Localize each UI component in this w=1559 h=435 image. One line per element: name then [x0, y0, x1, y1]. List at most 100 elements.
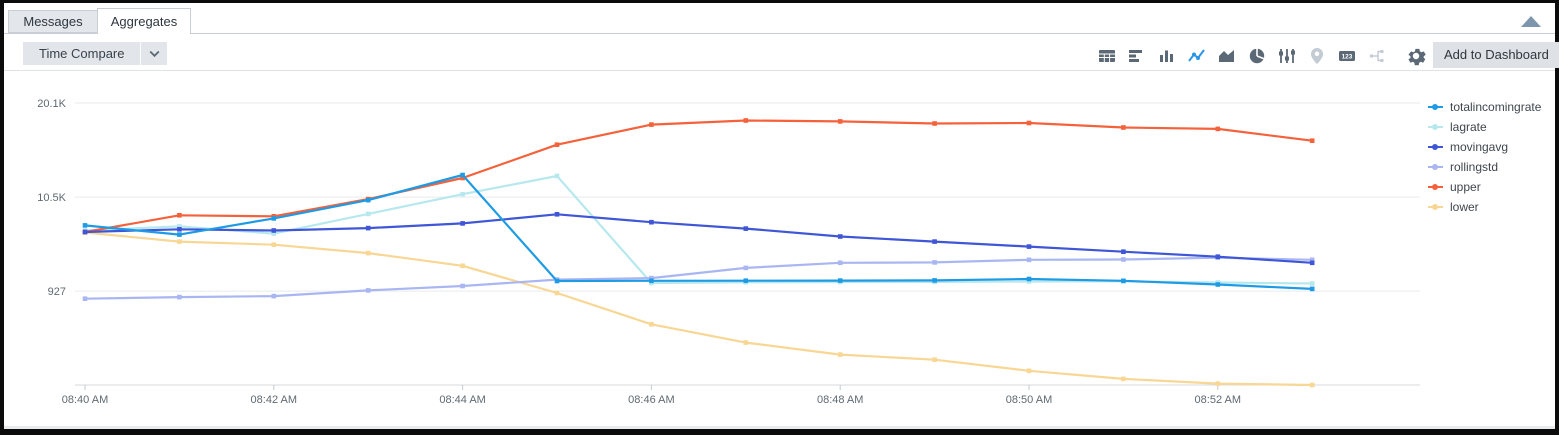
- series-totalincomingrate-point[interactable]: [460, 172, 465, 178]
- series-lower-point[interactable]: [837, 352, 843, 357]
- series-movingavg-point[interactable]: [649, 219, 654, 225]
- legend-item-totalincomingrate[interactable]: totalincomingrate: [1428, 97, 1541, 117]
- series-lagrate-point[interactable]: [460, 191, 465, 197]
- series-lower-point[interactable]: [460, 263, 465, 269]
- series-upper-point[interactable]: [649, 122, 654, 127]
- series-totalincomingrate-point[interactable]: [932, 278, 937, 283]
- series-movingavg-point[interactable]: [365, 225, 371, 231]
- series-lower-point[interactable]: [1026, 368, 1032, 374]
- series-totalincomingrate-point[interactable]: [649, 278, 654, 284]
- series-movingavg-point[interactable]: [82, 229, 88, 235]
- series-lower-line[interactable]: [84, 231, 1313, 387]
- number-123-icon-button[interactable]: 123: [1332, 44, 1362, 68]
- series-upper-point[interactable]: [1215, 126, 1221, 132]
- series-upper-point[interactable]: [1121, 125, 1126, 130]
- series-rollingstd-point[interactable]: [837, 260, 843, 266]
- line-chart[interactable]: 20.1K 10.5K 927 08:40 AM 08:42 AM 08:44 AM 08:…: [4, 71, 1555, 426]
- cluster-icon-button[interactable]: [1362, 44, 1392, 68]
- series-rollingstd-point[interactable]: [460, 283, 465, 289]
- series-movingavg-point[interactable]: [554, 212, 560, 217]
- gear-icon-button[interactable]: [1401, 44, 1431, 68]
- series-rollingstd-point[interactable]: [1026, 257, 1032, 263]
- series-lagrate-point[interactable]: [177, 224, 182, 229]
- series-movingavg-point[interactable]: [1026, 244, 1032, 249]
- series-rollingstd-point[interactable]: [1309, 257, 1315, 263]
- series-totalincomingrate-point[interactable]: [1026, 276, 1032, 282]
- series-lower-point[interactable]: [271, 242, 277, 247]
- series-upper-point[interactable]: [1026, 120, 1032, 126]
- series-rollingstd-point[interactable]: [743, 265, 749, 271]
- series-upper-point[interactable]: [460, 175, 465, 181]
- tab-aggregates[interactable]: Aggregates: [97, 8, 191, 34]
- column-chart-icon-button[interactable]: [1152, 44, 1182, 68]
- series-movingavg-point[interactable]: [932, 239, 937, 244]
- series-movingavg-point[interactable]: [1121, 249, 1126, 254]
- series-upper-point[interactable]: [932, 121, 937, 126]
- series-lower-point[interactable]: [1121, 376, 1126, 382]
- line-chart-icon-button[interactable]: [1182, 44, 1212, 68]
- map-pin-icon-button[interactable]: [1302, 44, 1332, 68]
- series-lower-point[interactable]: [554, 290, 560, 296]
- series-upper-line[interactable]: [84, 119, 1313, 234]
- series-lower-point[interactable]: [649, 322, 654, 327]
- legend-item-lower[interactable]: lower: [1428, 197, 1541, 217]
- series-movingavg-point[interactable]: [271, 228, 277, 233]
- series-lagrate-point[interactable]: [1309, 281, 1315, 286]
- legend-item-lagrate[interactable]: lagrate: [1428, 117, 1541, 137]
- series-rollingstd-point[interactable]: [365, 288, 371, 293]
- series-lower-point[interactable]: [1215, 381, 1221, 386]
- series-rollingstd-point[interactable]: [932, 260, 937, 265]
- series-totalincomingrate-point[interactable]: [554, 278, 560, 284]
- series-movingavg-point[interactable]: [460, 221, 465, 226]
- series-totalincomingrate-point[interactable]: [82, 223, 88, 228]
- add-to-dashboard-button[interactable]: Add to Dashboard: [1433, 42, 1559, 68]
- series-totalincomingrate-point[interactable]: [1215, 282, 1221, 287]
- series-lower-point[interactable]: [365, 250, 371, 256]
- series-totalincomingrate-point[interactable]: [1309, 286, 1315, 292]
- series-movingavg-point[interactable]: [1215, 254, 1221, 259]
- legend-item-upper[interactable]: upper: [1428, 177, 1541, 197]
- series-upper-point[interactable]: [743, 118, 749, 123]
- series-upper-point[interactable]: [177, 213, 182, 218]
- series-movingavg-point[interactable]: [743, 226, 749, 231]
- legend-item-rollingstd[interactable]: rollingstd: [1428, 157, 1541, 177]
- series-movingavg-line[interactable]: [84, 213, 1313, 264]
- series-movingavg-point[interactable]: [177, 227, 182, 232]
- series-totalincomingrate-line[interactable]: [84, 173, 1313, 290]
- series-movingavg-point[interactable]: [837, 234, 843, 239]
- table-icon-button[interactable]: [1092, 44, 1122, 68]
- series-rollingstd-point[interactable]: [1121, 257, 1126, 262]
- series-lower-point[interactable]: [932, 357, 937, 362]
- pie-chart-icon-button[interactable]: [1242, 44, 1272, 68]
- series-lower-point[interactable]: [743, 340, 749, 345]
- series-lower-point[interactable]: [177, 239, 182, 244]
- series-totalincomingrate-point[interactable]: [365, 197, 371, 203]
- series-lagrate-point[interactable]: [271, 231, 277, 236]
- series-rollingstd-point[interactable]: [177, 294, 182, 300]
- area-chart-icon-button[interactable]: [1212, 44, 1242, 68]
- time-compare-dropdown-button[interactable]: [141, 42, 168, 65]
- collapse-panel-icon[interactable]: [1521, 16, 1541, 27]
- series-rollingstd-line[interactable]: [84, 256, 1313, 300]
- tab-messages[interactable]: Messages: [8, 10, 98, 33]
- series-totalincomingrate-point[interactable]: [177, 232, 182, 237]
- series-totalincomingrate-point[interactable]: [743, 278, 749, 283]
- sliders-icon-button[interactable]: [1272, 44, 1302, 68]
- series-totalincomingrate-point[interactable]: [271, 216, 277, 221]
- series-upper-point[interactable]: [1309, 138, 1315, 143]
- series-rollingstd-point[interactable]: [649, 275, 654, 281]
- bar-chart-icon-button[interactable]: [1122, 44, 1152, 68]
- series-lower-point[interactable]: [1309, 382, 1315, 388]
- series-lagrate-point[interactable]: [365, 211, 371, 217]
- time-compare-button[interactable]: Time Compare: [23, 42, 142, 65]
- series-rollingstd-point[interactable]: [82, 296, 88, 301]
- series-upper-point[interactable]: [837, 119, 843, 124]
- series-totalincomingrate-point[interactable]: [1121, 278, 1126, 284]
- series-lagrate-point[interactable]: [1026, 279, 1032, 284]
- series-upper-point[interactable]: [554, 142, 560, 147]
- legend-item-movingavg[interactable]: movingavg: [1428, 137, 1541, 157]
- series-movingavg-point[interactable]: [1309, 260, 1315, 266]
- series-totalincomingrate-point[interactable]: [837, 278, 843, 283]
- series-rollingstd-point[interactable]: [271, 293, 277, 299]
- series-lagrate-point[interactable]: [554, 173, 560, 179]
